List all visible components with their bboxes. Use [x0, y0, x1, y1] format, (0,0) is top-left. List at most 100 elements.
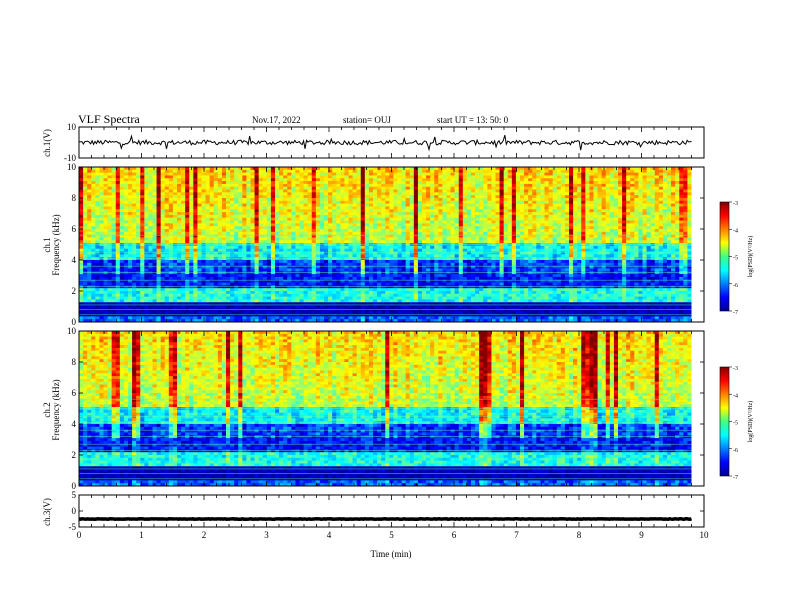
spectrogram-cell	[524, 181, 529, 185]
spectrogram-cell	[650, 206, 656, 210]
spectrogram-cell	[683, 231, 688, 235]
spectrogram-cell	[413, 203, 419, 207]
spectrogram-cell	[164, 214, 170, 219]
spectrogram-cell	[148, 245, 153, 250]
spectrogram-cell	[511, 229, 517, 233]
spectrogram-cell	[205, 178, 210, 182]
spectrogram-cell	[446, 220, 451, 224]
spectrogram-cell	[352, 220, 357, 224]
spectrogram-cell	[360, 234, 366, 238]
spectrogram-cell	[181, 237, 186, 241]
spectrogram-cell	[687, 169, 692, 173]
spectrogram-cell	[275, 181, 280, 185]
spectrogram-cell	[336, 223, 341, 227]
spectrogram-cell	[422, 237, 427, 241]
spectrogram-cell	[246, 245, 251, 250]
spectrogram-cell	[185, 172, 190, 176]
spectrogram-cell	[291, 195, 296, 199]
spectrogram-cell	[511, 172, 517, 176]
spectrogram-cell	[658, 172, 664, 176]
spectrogram-cell	[687, 231, 692, 235]
spectrogram-cell	[471, 226, 476, 230]
spectrogram-cell	[373, 223, 378, 227]
spectrogram-cell	[597, 178, 602, 182]
spectrogram-cell	[524, 178, 529, 182]
spectrogram-cell	[119, 217, 125, 221]
spectrogram-cell	[185, 214, 190, 219]
spectrogram-cell	[168, 251, 174, 255]
spectrogram-cell	[585, 251, 590, 255]
spectrogram-cell	[340, 248, 345, 252]
spectrogram-cell	[332, 167, 337, 171]
spectrogram-cell	[311, 172, 317, 176]
spectrogram-cell	[344, 254, 349, 258]
spectrogram-cell	[99, 214, 104, 219]
spectrogram-cell	[618, 186, 623, 190]
spectrogram-cell	[556, 234, 562, 238]
spectrogram-cell	[123, 229, 129, 233]
spectrogram-cell	[475, 189, 480, 193]
spectrogram-cell	[597, 189, 602, 193]
spectrogram-cell	[156, 206, 161, 210]
spectrogram-cell	[662, 237, 668, 241]
spectrogram-cell	[352, 226, 357, 230]
spectrogram-cell	[368, 181, 374, 185]
spectrogram-cell	[413, 189, 419, 193]
spectrogram-cell	[83, 195, 88, 199]
spectrogram-cell	[413, 254, 419, 258]
spectrogram-cell	[462, 167, 468, 171]
spectrogram-cell	[291, 217, 296, 221]
spectrogram-cell	[226, 248, 231, 252]
spectrogram-cell	[119, 195, 125, 199]
spectrogram-cell	[177, 181, 182, 185]
spectrogram-cell	[658, 183, 664, 188]
spectrogram-cell	[491, 217, 496, 221]
spectrogram-cell	[552, 183, 558, 188]
spectrogram-cell	[479, 206, 484, 210]
spectrogram-cell	[238, 248, 243, 252]
spectrogram-cell	[397, 200, 402, 204]
spectrogram-cell	[462, 248, 468, 252]
spectrogram-cell	[658, 169, 664, 173]
spectrogram-cell	[397, 167, 402, 171]
spectrogram-cell	[328, 172, 333, 176]
spectrogram-cell	[536, 195, 541, 199]
spectrogram-cell	[95, 203, 100, 207]
spectrogram-cell	[144, 234, 149, 238]
spectrogram-cell	[630, 167, 635, 171]
spectrogram-cell	[609, 237, 615, 241]
spectrogram-cell	[401, 195, 406, 199]
spectrogram-cell	[319, 169, 325, 173]
spectrogram-cell	[242, 254, 247, 258]
spectrogram-cell	[270, 251, 276, 255]
spectrogram-cell	[650, 169, 656, 173]
spectrogram-cell	[254, 183, 259, 188]
spectrogram-cell	[328, 212, 333, 216]
spectrogram-cell	[246, 169, 251, 173]
spectrogram-cell	[152, 231, 157, 235]
spectrogram-cell	[618, 169, 623, 173]
spectrogram-cell	[262, 195, 268, 199]
spectrogram-cell	[181, 240, 186, 244]
spectrogram-cell	[540, 217, 545, 221]
spectrogram-cell	[544, 245, 549, 250]
spectrogram-cell	[340, 251, 345, 255]
spectrogram-cell	[144, 231, 149, 235]
spectrogram-cell	[164, 240, 170, 244]
spectrogram-cell	[536, 172, 541, 176]
spectrogram-cell	[303, 189, 308, 193]
spectrogram-cell	[462, 192, 468, 196]
spectrogram-cell	[226, 206, 231, 210]
spectrogram-cell	[487, 237, 492, 241]
spectrogram-cell	[466, 240, 472, 244]
station-label: station= OUJ	[343, 115, 391, 125]
spectrogram-cell	[409, 200, 415, 204]
spectrogram-cell	[209, 186, 215, 190]
spectrogram-cell	[328, 217, 333, 221]
spectrogram-cell	[221, 172, 227, 176]
spectrogram-cell	[622, 195, 627, 199]
spectrogram-cell	[258, 198, 264, 202]
spectrogram-cell	[556, 217, 562, 221]
spectrogram-cell	[197, 169, 202, 173]
spectrogram-cell	[613, 169, 619, 173]
